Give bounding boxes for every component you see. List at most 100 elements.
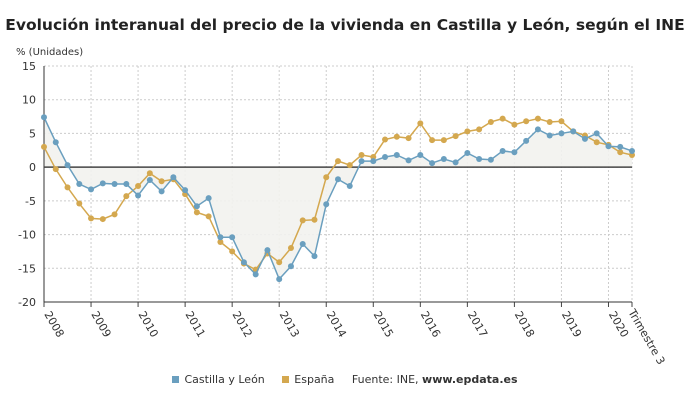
x-tick-label: 2017 — [465, 309, 490, 340]
data-point — [182, 187, 189, 194]
data-point — [76, 200, 83, 207]
data-point — [558, 130, 565, 137]
data-point — [558, 118, 565, 125]
data-point — [417, 152, 424, 159]
data-point — [146, 170, 153, 177]
data-point — [323, 174, 330, 181]
x-tick-label: Trimestre 3 — [625, 306, 668, 367]
data-point — [205, 195, 212, 202]
data-point — [299, 241, 306, 248]
data-point — [382, 154, 389, 161]
data-point — [205, 213, 212, 220]
data-point — [452, 133, 459, 140]
data-point — [252, 271, 259, 278]
data-point — [99, 180, 106, 187]
y-axis-label: % (Unidades) — [16, 47, 83, 58]
y-tick-label: 5 — [29, 127, 36, 140]
x-tick-label: 2015 — [371, 309, 396, 340]
data-point — [264, 247, 271, 254]
data-point — [593, 139, 600, 146]
x-tick-label: 2018 — [512, 309, 537, 340]
data-point — [52, 166, 59, 173]
y-tick-label: -20 — [18, 296, 36, 309]
data-point — [405, 135, 412, 142]
data-point — [605, 143, 612, 150]
data-point — [41, 114, 47, 121]
legend-swatch — [282, 376, 290, 383]
data-point — [158, 178, 165, 185]
data-point — [629, 147, 635, 154]
x-tick-label: 2016 — [418, 309, 443, 340]
data-point — [287, 245, 294, 252]
x-tick-label: 2010 — [135, 309, 160, 340]
series-castilla-y-leon — [41, 114, 635, 283]
data-point — [617, 149, 624, 156]
data-point — [546, 118, 553, 125]
x-tick-label: 2012 — [230, 309, 255, 340]
data-point — [311, 253, 318, 260]
x-tick-label: 2013 — [277, 309, 302, 340]
data-point — [511, 121, 518, 128]
x-tick-label: 2008 — [41, 309, 66, 340]
source-site: www.epdata.es — [422, 373, 518, 386]
data-point — [217, 234, 224, 241]
legend-item-espana: España — [282, 373, 334, 386]
data-point — [534, 115, 541, 122]
y-tick-label: -5 — [25, 195, 36, 208]
data-point — [111, 181, 118, 187]
data-point — [64, 162, 71, 169]
data-point — [111, 211, 118, 218]
y-tick-label: 10 — [22, 94, 36, 107]
source-note: Fuente: INE, www.epdata.es — [352, 373, 518, 386]
data-point — [135, 192, 142, 199]
x-tick-label: 2009 — [88, 309, 113, 340]
data-point — [123, 193, 130, 200]
data-point — [170, 174, 177, 181]
data-point — [487, 118, 494, 125]
y-tick-label: -15 — [18, 262, 36, 275]
legend-label: España — [294, 373, 335, 386]
source-label: Fuente: INE, — [351, 373, 419, 386]
data-point — [229, 248, 236, 255]
series-espana — [41, 115, 635, 273]
data-point — [464, 149, 471, 156]
data-point — [229, 234, 236, 241]
data-point — [476, 156, 483, 163]
data-point — [393, 152, 400, 159]
data-point — [41, 143, 47, 150]
data-point — [240, 259, 247, 266]
data-point — [52, 139, 59, 146]
x-tick-label: 2019 — [559, 309, 584, 340]
chart-title: Evolución interanual del precio de la vi… — [5, 16, 685, 34]
data-point — [452, 159, 459, 166]
data-point — [193, 203, 200, 210]
data-point — [393, 133, 400, 140]
data-point — [581, 135, 588, 142]
data-point — [335, 158, 341, 165]
data-point — [323, 201, 330, 208]
y-tick-label: -10 — [18, 229, 36, 242]
data-point — [417, 120, 424, 127]
data-point — [523, 137, 530, 144]
data-point — [346, 162, 353, 169]
data-point — [570, 128, 577, 135]
data-point — [534, 126, 541, 133]
y-tick-label: 0 — [29, 161, 36, 174]
data-point — [382, 136, 389, 143]
x-tick-label: 2011 — [183, 309, 208, 340]
data-point — [76, 181, 83, 187]
data-point — [429, 137, 436, 144]
data-point — [64, 184, 71, 191]
data-point — [135, 183, 142, 190]
data-point — [405, 157, 412, 164]
data-point — [99, 216, 106, 223]
data-point — [499, 147, 506, 154]
data-point — [593, 130, 600, 137]
legend-label: Castilla y León — [184, 373, 265, 386]
data-point — [358, 152, 365, 159]
x-tick-label: 2014 — [324, 309, 349, 340]
data-point — [158, 188, 165, 195]
y-tick-label: 15 — [22, 60, 36, 73]
data-point — [276, 276, 283, 283]
